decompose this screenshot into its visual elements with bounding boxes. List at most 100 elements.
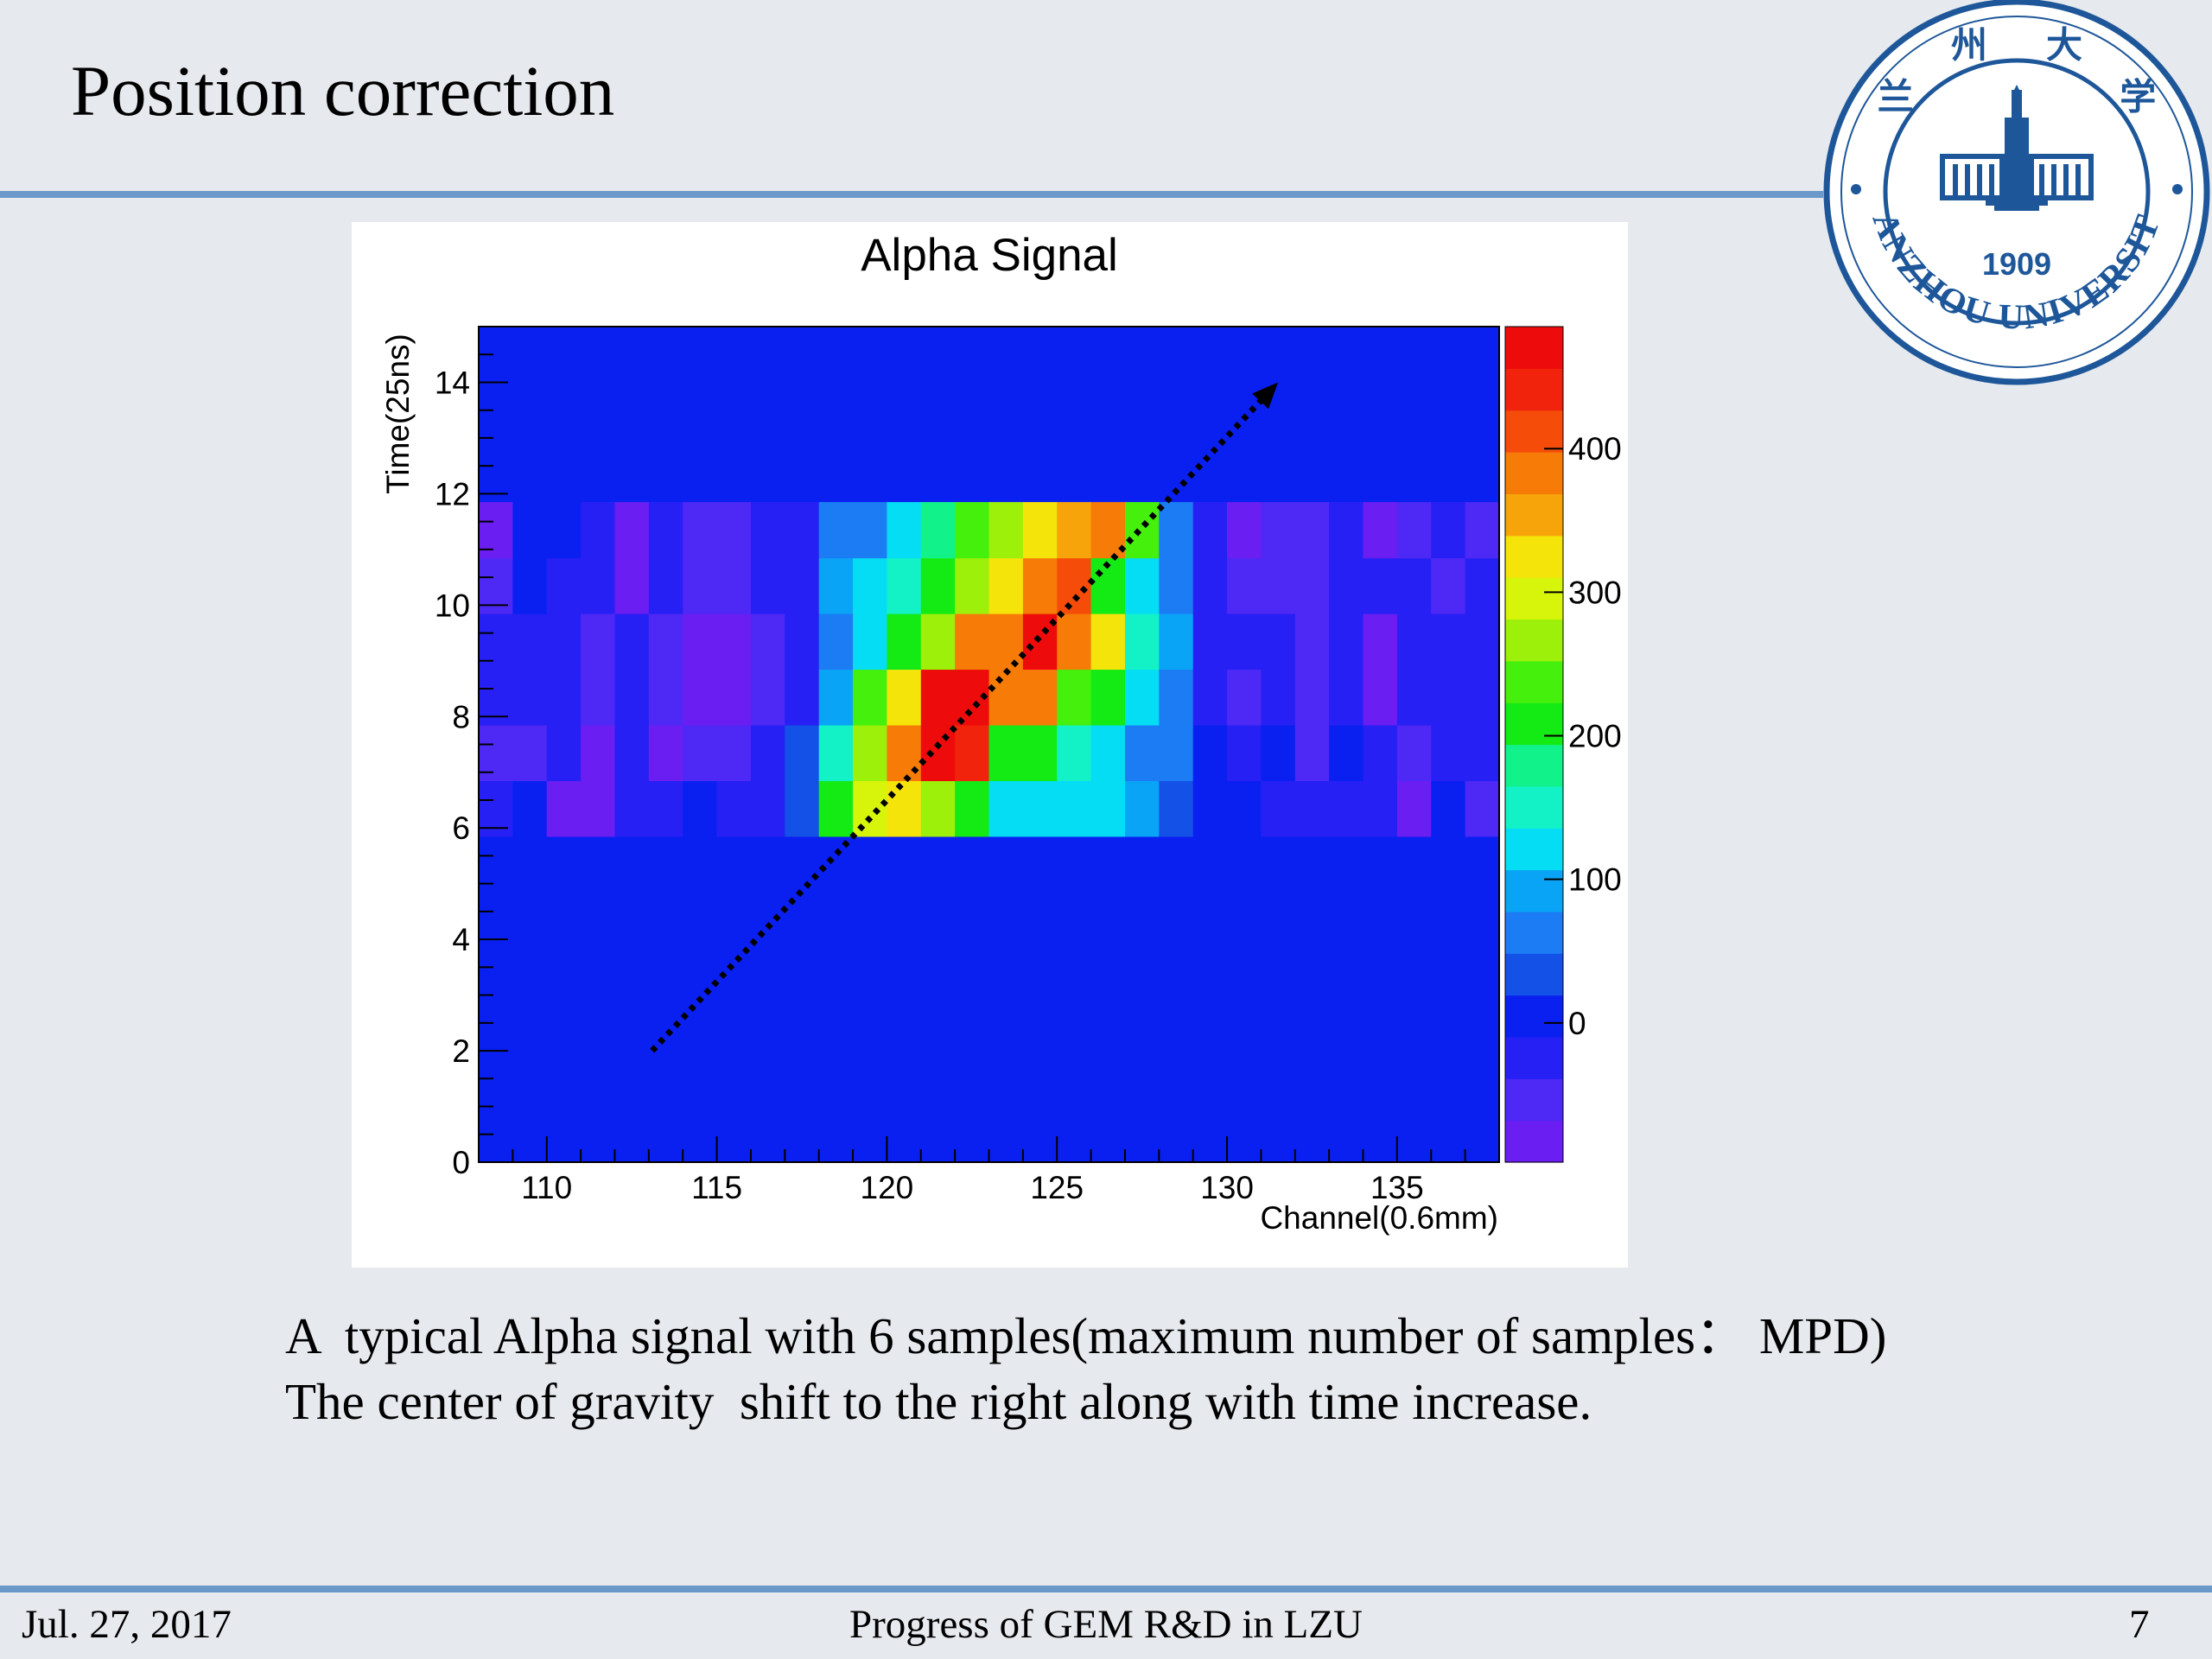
heatmap-cell <box>1057 502 1092 559</box>
x-axis-label: Channel(0.6mm) <box>1260 1200 1498 1236</box>
logo-year: 1909 <box>1982 246 2051 282</box>
heatmap-cell <box>1124 724 1160 782</box>
heatmap-cell <box>546 669 582 726</box>
heatmap-cell <box>1124 502 1160 559</box>
heatmap-cell <box>581 502 616 559</box>
heatmap-cell <box>546 613 582 671</box>
heatmap-cell <box>955 780 990 837</box>
heatmap-cell <box>1431 502 1466 559</box>
heatmap-cell <box>546 780 582 837</box>
heatmap-cell <box>1192 613 1228 671</box>
trend-arrow-head <box>1252 382 1279 410</box>
heatmap-cell <box>1227 724 1262 782</box>
heatmap-cell <box>1396 724 1432 782</box>
heatmap-cell <box>716 557 752 614</box>
building-illustration <box>1940 85 2094 211</box>
heatmap-cell <box>920 780 956 837</box>
heatmap-cell <box>1363 780 1398 837</box>
heatmap-cell <box>785 557 820 614</box>
heatmap-cell <box>1465 669 1500 726</box>
colorbar-bin <box>1505 702 1563 746</box>
heatmap-cell <box>1294 724 1330 782</box>
heatmap-cell <box>1329 557 1364 614</box>
heatmap-cell <box>750 780 785 837</box>
heatmap-cell <box>887 557 922 614</box>
title-divider <box>0 191 1823 198</box>
heatmap-cell <box>512 669 548 726</box>
heatmap-cell <box>1465 780 1500 837</box>
heatmap-cell <box>716 669 752 726</box>
heatmap-cell <box>1124 613 1160 671</box>
heatmap-cell <box>1261 557 1296 614</box>
heatmap-cell <box>1124 669 1160 726</box>
heatmap-cell <box>1431 613 1466 671</box>
heatmap-cell <box>1294 502 1330 559</box>
heatmap-cell <box>955 557 990 614</box>
y-tick-label: 6 <box>452 810 470 846</box>
heatmap-cell <box>1022 780 1058 837</box>
heatmap-cell <box>1192 724 1228 782</box>
heatmap-cell <box>1294 780 1330 837</box>
heatmap-cell <box>683 557 718 614</box>
heatmap-cell <box>853 780 887 837</box>
y-axis-label: Time(25ns) <box>380 334 416 494</box>
heatmap-cell <box>1396 557 1432 614</box>
trend-arrow-shaft <box>650 397 1265 1053</box>
heatmap-cell <box>1159 669 1194 726</box>
heatmap-cell <box>955 502 990 559</box>
heatmap-cell <box>716 613 752 671</box>
heatmap-cell <box>1192 669 1228 726</box>
heatmap-cell <box>1329 613 1364 671</box>
y-tick-label: 2 <box>452 1033 470 1069</box>
heatmap-cell <box>1057 557 1092 614</box>
heatmap-cell <box>1294 557 1330 614</box>
heatmap-cell <box>1363 669 1398 726</box>
colorbar-bin <box>1505 660 1563 703</box>
caption: A typical Alpha signal with 6 samples(ma… <box>285 1303 1886 1434</box>
heatmap-cell <box>1022 502 1058 559</box>
heatmap-cell <box>1057 780 1092 837</box>
heatmap-cell <box>581 669 616 726</box>
heatmap-cell <box>1329 669 1364 726</box>
heatmap-cell <box>614 502 650 559</box>
heatmap-cell <box>1261 502 1296 559</box>
heatmap-cell <box>1159 502 1194 559</box>
heatmap-cell <box>614 724 650 782</box>
heatmap-cell <box>683 724 718 782</box>
heatmap-cell <box>1227 502 1262 559</box>
chart-figure: Alpha Signal 0 100 200 300 400 110 115 120 125 1… <box>352 222 1628 1268</box>
heatmap-cell <box>1329 780 1364 837</box>
colorbar-bin <box>1505 619 1563 662</box>
heatmap-cell <box>1363 724 1398 782</box>
heatmap-cell <box>581 780 616 837</box>
heatmap-cell <box>1396 613 1432 671</box>
colorbar-bin <box>1505 452 1563 494</box>
heatmap-cell <box>1022 557 1058 614</box>
heatmap-cell <box>853 613 887 671</box>
heatmap-cell <box>1057 724 1092 782</box>
heatmap-cell <box>1431 780 1466 837</box>
heatmap-cell <box>1192 502 1228 559</box>
heatmap-cell <box>683 502 718 559</box>
heatmap-cell <box>887 613 922 671</box>
colorbar-bin <box>1505 1078 1563 1122</box>
heatmap-cell <box>887 502 922 559</box>
heatmap-cell <box>920 724 956 782</box>
heatmap-cell <box>648 669 683 726</box>
heatmap-cell <box>1022 724 1058 782</box>
colorbar-bin <box>1505 410 1563 453</box>
colorbar-bin <box>1505 1120 1563 1163</box>
heatmap-cell <box>853 502 887 559</box>
colorbar-bin <box>1505 368 1563 411</box>
heatmap-cell <box>1363 502 1398 559</box>
heatmap-cell <box>853 669 887 726</box>
heatmap-cell <box>1363 613 1398 671</box>
colorbar-bin <box>1505 577 1563 620</box>
heatmap-cell <box>988 724 1024 782</box>
heatmap-cell <box>648 724 683 782</box>
heatmap-cell <box>1261 669 1296 726</box>
heatmap-cell <box>818 780 854 837</box>
heatmap-cell <box>1124 557 1160 614</box>
heatmap-cell <box>955 613 990 671</box>
heatmap-cell <box>988 780 1024 837</box>
